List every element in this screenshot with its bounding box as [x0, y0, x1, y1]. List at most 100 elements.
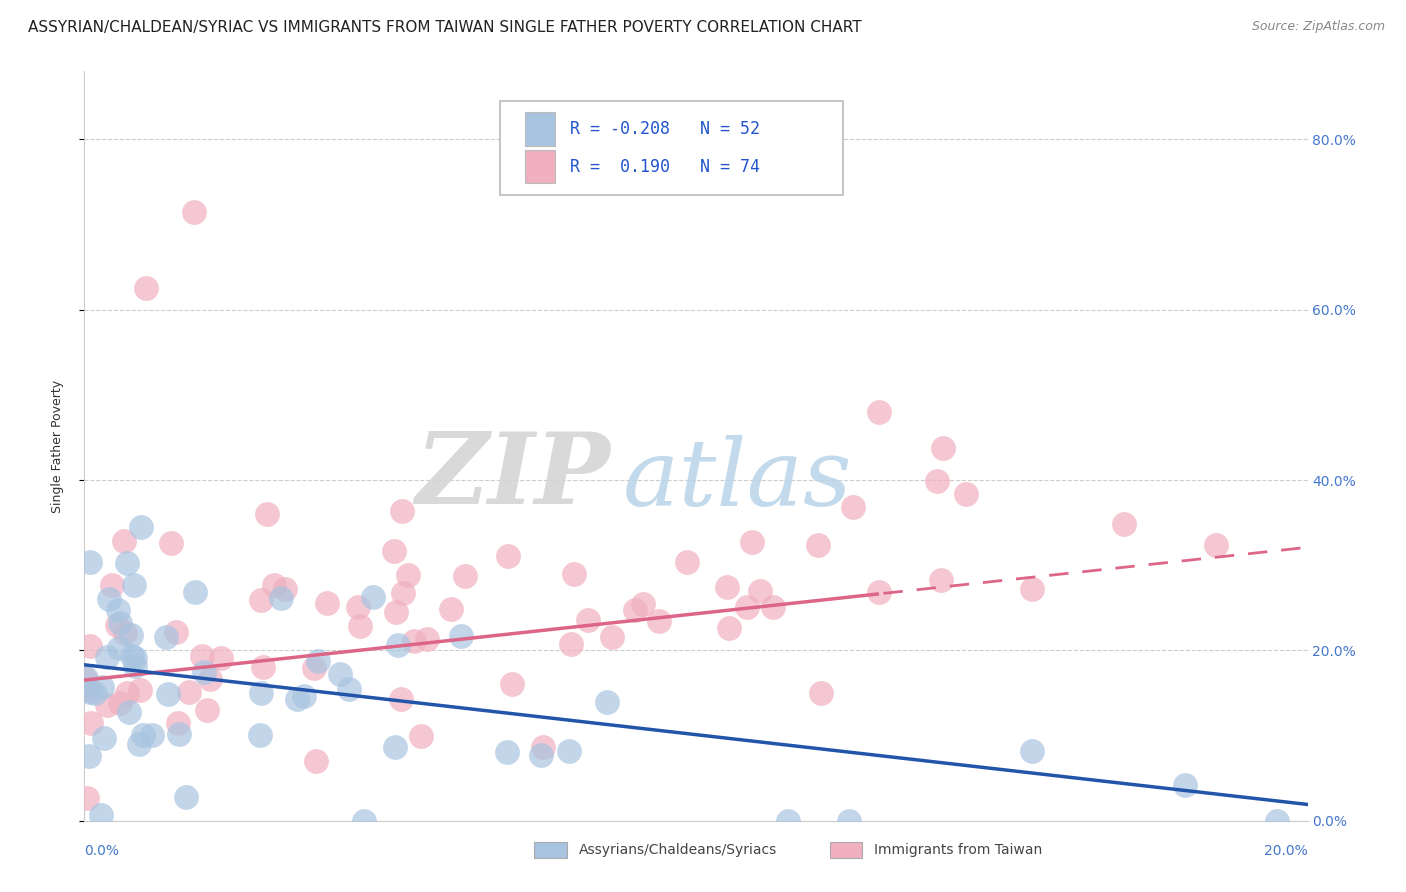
Point — [560, 637, 582, 651]
Point — [498, 549, 520, 563]
Point — [562, 566, 585, 581]
Text: atlas: atlas — [623, 434, 852, 524]
Point — [135, 281, 157, 295]
Point — [294, 689, 316, 703]
Point — [329, 666, 352, 681]
Point — [531, 740, 554, 755]
Text: Immigrants from Taiwan: Immigrants from Taiwan — [873, 843, 1042, 857]
Point — [252, 660, 274, 674]
Point — [307, 654, 329, 668]
Point — [576, 613, 599, 627]
Point — [349, 619, 371, 633]
Point — [450, 629, 472, 643]
Point — [396, 568, 419, 582]
Point — [387, 638, 409, 652]
Point — [838, 814, 860, 828]
Point — [174, 790, 197, 805]
Point — [128, 737, 150, 751]
Point — [83, 686, 105, 700]
Point — [249, 593, 271, 607]
Y-axis label: Single Father Poverty: Single Father Poverty — [51, 379, 63, 513]
Point — [124, 659, 146, 673]
Text: R =  0.190   N = 74: R = 0.190 N = 74 — [569, 158, 761, 176]
Point — [270, 591, 292, 605]
Point — [496, 745, 519, 759]
Point — [305, 755, 328, 769]
Point — [842, 500, 865, 514]
Point — [132, 728, 155, 742]
Point — [76, 683, 98, 698]
Point — [409, 729, 432, 743]
Point — [115, 557, 138, 571]
Point — [737, 600, 759, 615]
Point — [155, 630, 177, 644]
Text: Source: ZipAtlas.com: Source: ZipAtlas.com — [1251, 20, 1385, 33]
Point — [1021, 744, 1043, 758]
Point — [200, 672, 222, 686]
Text: ZIP: ZIP — [415, 428, 610, 524]
Point — [114, 626, 136, 640]
Point — [98, 591, 121, 606]
Point — [79, 639, 101, 653]
Point — [346, 600, 368, 615]
Text: Assyrians/Chaldeans/Syriacs: Assyrians/Chaldeans/Syriacs — [578, 843, 776, 857]
Point — [302, 661, 325, 675]
Text: R = -0.208   N = 52: R = -0.208 N = 52 — [569, 120, 761, 138]
Text: 20.0%: 20.0% — [1264, 845, 1308, 858]
Point — [191, 649, 214, 664]
Point — [869, 405, 891, 419]
Point — [93, 731, 115, 745]
Point — [1265, 814, 1288, 828]
Point — [90, 807, 112, 822]
Point — [557, 744, 579, 758]
FancyBboxPatch shape — [524, 150, 555, 184]
Point — [382, 544, 405, 558]
Point — [502, 677, 524, 691]
Point — [96, 698, 118, 712]
Point — [100, 578, 122, 592]
Point — [361, 590, 384, 604]
Point — [184, 584, 207, 599]
Point — [115, 686, 138, 700]
Point — [1174, 778, 1197, 792]
Point — [1021, 582, 1043, 596]
Text: ASSYRIAN/CHALDEAN/SYRIAC VS IMMIGRANTS FROM TAIWAN SINGLE FATHER POVERTY CORRELA: ASSYRIAN/CHALDEAN/SYRIAC VS IMMIGRANTS F… — [28, 20, 862, 35]
Point — [249, 728, 271, 742]
Point — [316, 596, 339, 610]
Point — [440, 602, 463, 616]
FancyBboxPatch shape — [524, 112, 555, 146]
Point — [183, 205, 205, 219]
Point — [75, 671, 97, 685]
Point — [530, 747, 553, 762]
Point — [112, 533, 135, 548]
Point — [124, 651, 146, 665]
Point — [624, 603, 647, 617]
Point — [128, 683, 150, 698]
Point — [79, 716, 101, 731]
Point — [79, 555, 101, 569]
Point — [748, 583, 770, 598]
Point — [159, 536, 181, 550]
Point — [404, 634, 426, 648]
Point — [392, 586, 415, 600]
Point — [105, 618, 128, 632]
Point — [79, 685, 101, 699]
Point — [741, 535, 763, 549]
Point — [631, 597, 654, 611]
Point — [807, 538, 830, 552]
Point — [287, 692, 309, 706]
Point — [117, 705, 139, 719]
Point — [256, 508, 278, 522]
Point — [384, 605, 406, 619]
Point — [75, 673, 97, 687]
Point — [353, 814, 375, 828]
Point — [391, 504, 413, 518]
Point — [122, 578, 145, 592]
Point — [108, 697, 131, 711]
Point — [810, 685, 832, 699]
Point — [337, 681, 360, 696]
Point — [167, 727, 190, 741]
Point — [454, 569, 477, 583]
Point — [676, 555, 699, 569]
Point — [76, 791, 98, 805]
